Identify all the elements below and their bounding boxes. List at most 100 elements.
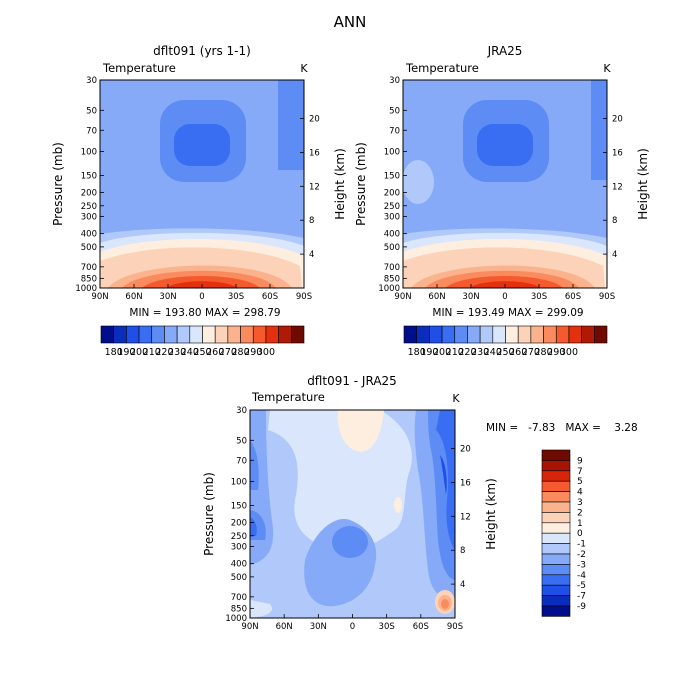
colorbar-swatch bbox=[164, 325, 178, 344]
colorbar-label: 220 bbox=[458, 347, 476, 358]
latitude-tick-label: 90N bbox=[394, 292, 411, 302]
height-ticks: 4 8 12 16 20 bbox=[451, 445, 471, 590]
y2-axis-label: Height (km) bbox=[636, 148, 650, 219]
latitude-ticks: 90N 60N 30N 0 30S 60S 90S bbox=[91, 284, 312, 302]
colorbar-label: -9 bbox=[577, 602, 586, 612]
latitude-tick-label: 60N bbox=[428, 292, 445, 302]
panel-title: dflt091 - JRA25 bbox=[307, 374, 397, 388]
fill-level bbox=[394, 497, 402, 513]
latitude-tick-label: 90S bbox=[447, 622, 463, 632]
colorbar-swatch bbox=[530, 325, 544, 344]
colorbar-label: 190 bbox=[420, 347, 438, 358]
colorbar-label: 190 bbox=[117, 347, 135, 358]
height-tick-label: 12 bbox=[460, 512, 471, 522]
latitude-tick-label: 30S bbox=[228, 292, 244, 302]
colorbar-label: 9 bbox=[577, 456, 583, 466]
latitude-tick-label: 0 bbox=[502, 292, 507, 302]
latitude-ticks: 90N 60N 30N 0 30S 60S 90S bbox=[394, 284, 615, 302]
colorbar-label: 230 bbox=[471, 347, 489, 358]
colorbar-swatch bbox=[176, 325, 191, 344]
colorbar-swatch bbox=[541, 470, 571, 482]
contour-field bbox=[403, 80, 607, 288]
pressure-tick-label: 700 bbox=[384, 263, 400, 273]
colorbar-label: 280 bbox=[534, 347, 552, 358]
pressure-tick-label: 850 bbox=[81, 274, 97, 284]
colorbar-label: 1 bbox=[577, 519, 583, 529]
fill-level bbox=[337, 410, 384, 452]
colorbar-swatch bbox=[541, 553, 571, 565]
colorbar-label: 290 bbox=[547, 347, 565, 358]
colorbar-label: 4 bbox=[577, 488, 583, 498]
pressure-tick-label: 500 bbox=[81, 243, 97, 253]
colorbar-swatch bbox=[594, 325, 608, 344]
colorbar-label: 180 bbox=[105, 347, 123, 358]
colorbar-swatch bbox=[100, 325, 114, 344]
height-tick-label: 16 bbox=[460, 478, 471, 488]
fill-level bbox=[440, 455, 447, 495]
contour-field bbox=[100, 80, 304, 288]
pressure-tick-label: 400 bbox=[81, 230, 97, 240]
height-tick-label: 12 bbox=[612, 182, 623, 192]
latitude-tick-label: 30S bbox=[379, 622, 395, 632]
fill-level bbox=[250, 600, 273, 618]
pressure-tick-label: 1000 bbox=[378, 284, 400, 294]
pressure-tick-label: 100 bbox=[81, 147, 97, 157]
colorbar-swatch bbox=[517, 325, 532, 344]
fill-level bbox=[436, 410, 455, 550]
stats-text: MIN = 193.80 MAX = 298.79 bbox=[129, 307, 280, 319]
latitude-tick-label: 90S bbox=[296, 292, 312, 302]
latitude-tick-label: 60N bbox=[276, 622, 293, 632]
colorbar-swatch bbox=[555, 325, 570, 344]
colorbar-label: 210 bbox=[143, 347, 161, 358]
height-tick-label: 20 bbox=[309, 115, 320, 125]
colorbar-label: 300 bbox=[560, 347, 578, 358]
height-tick-label: 4 bbox=[309, 250, 314, 260]
fill-level bbox=[250, 440, 259, 490]
colorbar-swatch bbox=[278, 325, 292, 344]
colorbar-swatch bbox=[541, 605, 571, 617]
colorbar-label: 180 bbox=[408, 347, 426, 358]
height-tick-label: 20 bbox=[612, 115, 623, 125]
colorbar-swatch bbox=[403, 325, 417, 344]
fill-level bbox=[403, 160, 434, 204]
colorbar-label: 260 bbox=[509, 347, 527, 358]
height-tick-label: 16 bbox=[612, 148, 623, 158]
colorbar-swatch bbox=[541, 522, 571, 534]
pressure-tick-label: 400 bbox=[384, 230, 400, 240]
y-axis-label: Pressure (mb) bbox=[354, 142, 368, 226]
fill-level bbox=[477, 124, 533, 166]
colorbar-label: 280 bbox=[231, 347, 249, 358]
colorbar-swatch bbox=[265, 325, 279, 344]
pressure-tick-label: 250 bbox=[231, 532, 247, 542]
pressure-tick-label: 250 bbox=[384, 202, 400, 212]
pressure-tick-label: 50 bbox=[236, 436, 247, 446]
colorbar-swatch bbox=[467, 325, 481, 344]
fill-level bbox=[174, 124, 230, 166]
colorbar-swatch bbox=[126, 325, 140, 344]
colorbar-swatch bbox=[541, 595, 571, 607]
pressure-tick-label: 50 bbox=[389, 106, 400, 116]
height-tick-label: 8 bbox=[460, 546, 465, 556]
variable-label: Temperature bbox=[405, 61, 479, 75]
colorbar-label: 7 bbox=[577, 467, 583, 477]
colorbar-swatch bbox=[541, 584, 571, 596]
colorbar-label: 270 bbox=[219, 347, 237, 358]
pressure-tick-label: 100 bbox=[231, 477, 247, 487]
pressure-tick-label: 30 bbox=[389, 76, 400, 86]
colorbar-label: 240 bbox=[484, 347, 502, 358]
height-ticks: 4 8 12 16 20 bbox=[300, 115, 320, 260]
colorbar-label: 210 bbox=[446, 347, 464, 358]
colorbar-label: -1 bbox=[577, 540, 586, 550]
pressure-tick-label: 200 bbox=[81, 189, 97, 199]
latitude-tick-label: 90N bbox=[241, 622, 258, 632]
pressure-tick-label: 30 bbox=[236, 406, 247, 416]
colorbar-label: 3 bbox=[577, 498, 583, 508]
colorbar-label: 200 bbox=[130, 347, 148, 358]
colorbar-label: -4 bbox=[577, 571, 586, 581]
latitude-tick-label: 60N bbox=[125, 292, 142, 302]
